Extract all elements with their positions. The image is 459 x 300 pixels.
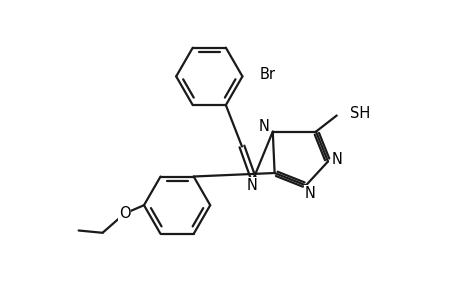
Text: Br: Br (259, 67, 275, 82)
Text: O: O (118, 206, 130, 221)
Text: N: N (304, 186, 315, 201)
Text: N: N (257, 118, 269, 134)
Text: N: N (331, 152, 342, 167)
Text: SH: SH (349, 106, 369, 121)
Text: N: N (246, 178, 257, 193)
